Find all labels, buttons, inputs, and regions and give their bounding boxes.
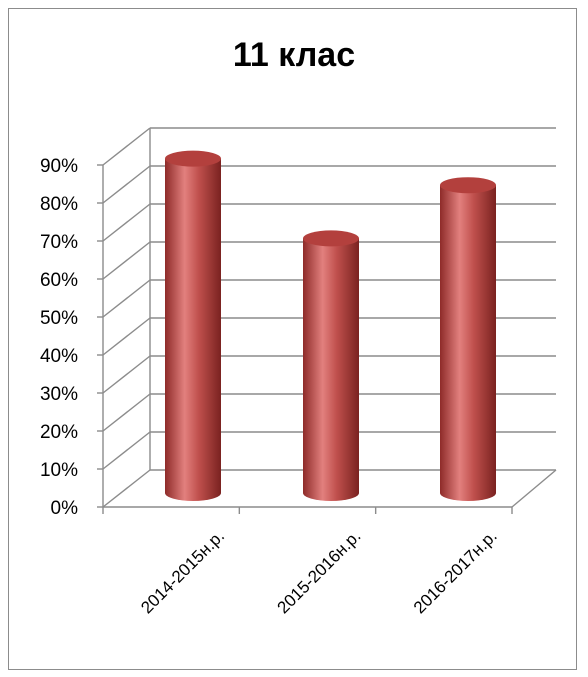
chart-title: 11 клас	[232, 36, 356, 74]
bar-top	[440, 177, 496, 194]
axes	[97, 128, 557, 514]
side-gridline	[102, 355, 151, 394]
x-category-label: 2016-2017н.р.	[410, 526, 501, 617]
y-tick-label: 70%	[40, 232, 78, 253]
y-tick-label: 40%	[40, 346, 78, 367]
y-tick-label: 80%	[40, 194, 78, 215]
x-category-label: 2015-2016н.р.	[274, 526, 365, 617]
x-category-label: 2014-2015н.р.	[137, 526, 228, 617]
y-tick-label: 10%	[40, 460, 78, 481]
side-gridline	[102, 127, 151, 166]
side-gridline	[102, 431, 151, 470]
y-tick-label: 60%	[40, 270, 78, 291]
bar	[440, 177, 496, 501]
y-tick-label: 30%	[40, 384, 78, 405]
labels: 0% 10% 20% 30% 40% 50% 60% 70% 80% 90% 2014-2015н.…	[40, 156, 501, 617]
bar-top	[165, 150, 221, 167]
bar-body	[440, 185, 496, 501]
side-gridline	[102, 393, 151, 432]
bar-top	[303, 230, 359, 247]
bar	[303, 230, 359, 501]
side-gridline	[102, 203, 151, 242]
y-tick-label: 0%	[51, 498, 79, 519]
bar-body	[303, 238, 359, 501]
side-gridline	[102, 469, 151, 508]
side-gridline	[102, 241, 151, 280]
y-tick-label: 50%	[40, 308, 78, 329]
side-gridline	[102, 165, 151, 204]
y-tick-label: 90%	[40, 156, 78, 177]
side-gridline	[102, 279, 151, 318]
bars	[165, 150, 496, 501]
bar	[165, 150, 221, 501]
bar-body	[165, 158, 221, 501]
y-tick-label: 20%	[40, 422, 78, 443]
floor-edge	[511, 469, 557, 508]
side-gridline	[102, 317, 151, 356]
